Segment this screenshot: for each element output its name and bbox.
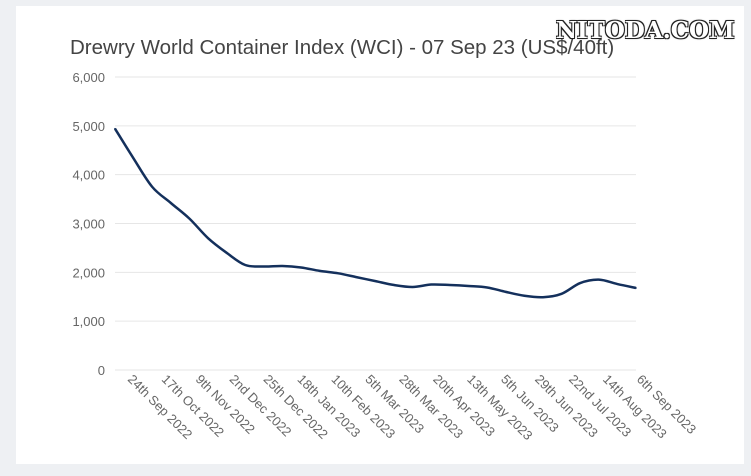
data-point[interactable] (207, 237, 209, 239)
series-group (113, 127, 637, 299)
data-point[interactable] (542, 296, 544, 299)
data-point[interactable] (225, 252, 228, 254)
chart-card (16, 6, 744, 464)
data-point[interactable] (467, 285, 470, 287)
data-point[interactable] (151, 186, 154, 188)
data-point[interactable] (356, 276, 358, 279)
data-point[interactable] (449, 284, 451, 286)
data-point[interactable] (560, 293, 563, 295)
data-point[interactable] (300, 266, 302, 269)
data-point[interactable] (318, 270, 321, 272)
y-tick-label: 2,000 (72, 265, 105, 280)
y-tick-label: 5,000 (72, 119, 105, 134)
data-point[interactable] (170, 202, 172, 204)
gridlines (115, 76, 636, 371)
y-axis-tick-labels: 0 1,000 2,000 3,000 4,000 5,000 6,000 (72, 70, 105, 378)
data-point[interactable] (616, 283, 619, 285)
data-point[interactable] (597, 278, 600, 281)
data-point[interactable] (393, 284, 395, 286)
data-point[interactable] (523, 294, 526, 297)
data-point[interactable] (504, 291, 507, 293)
data-point[interactable] (132, 157, 135, 160)
data-point[interactable] (486, 286, 488, 289)
data-point[interactable] (374, 280, 377, 282)
y-tick-label: 4,000 (72, 168, 105, 183)
chart-title: Drewry World Container Index (WCI) - 07 … (70, 36, 614, 59)
y-tick-label: 6,000 (72, 70, 105, 85)
data-point[interactable] (579, 282, 581, 284)
data-point[interactable] (430, 283, 433, 286)
data-point[interactable] (244, 264, 247, 266)
y-tick-label: 0 (98, 363, 105, 378)
data-point[interactable] (188, 217, 191, 220)
data-point[interactable] (281, 265, 284, 267)
data-point[interactable] (337, 272, 340, 275)
data-point[interactable] (114, 127, 116, 130)
data-point[interactable] (263, 265, 265, 268)
data-point[interactable] (411, 286, 414, 288)
y-tick-label: 3,000 (72, 217, 105, 232)
watermark-logo: NITODA.COM (556, 17, 735, 44)
y-tick-label: 1,000 (72, 314, 105, 329)
data-point[interactable] (635, 287, 637, 289)
